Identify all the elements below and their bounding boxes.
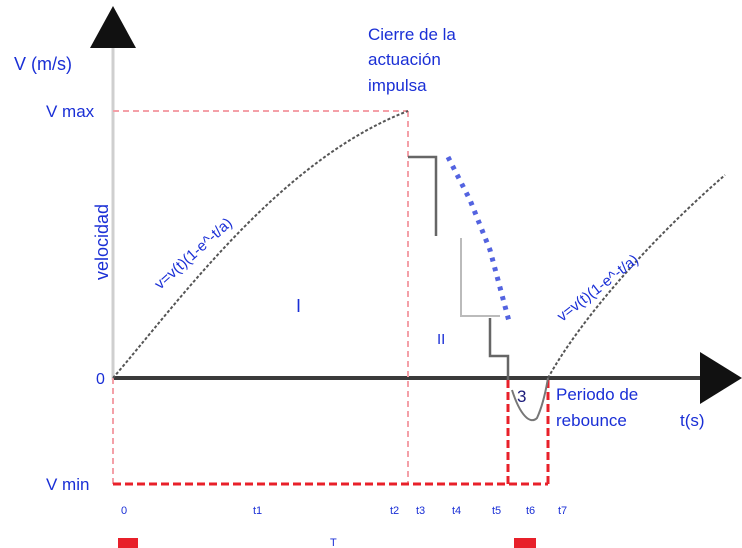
y-axis-label: V (m/s): [14, 54, 72, 74]
y-axis-arrow-icon: [90, 6, 136, 48]
vmax-label: V max: [46, 102, 95, 121]
time-mark-4: t4: [452, 505, 461, 517]
vmin-label: V min: [46, 475, 89, 494]
descending-curve: [445, 155, 513, 326]
bottom-right-red-marker: [514, 538, 536, 548]
impulse-label-line2: actuación: [368, 50, 441, 69]
rising-curve-right: [547, 174, 726, 379]
origin-label: 0: [96, 371, 105, 388]
velocity-side-label: velocidad: [92, 204, 112, 280]
time-mark-6: t6: [526, 505, 535, 517]
region-2-label: II: [437, 331, 445, 348]
time-mark-5: t5: [492, 505, 501, 517]
bottom-left-red-marker: [118, 538, 138, 548]
rebound-dip-curve: [511, 377, 549, 422]
descent-step-1: [408, 155, 438, 236]
region-3-label: 3: [517, 387, 526, 406]
region-1-label: I: [296, 296, 301, 316]
x-axis-label: t(s): [680, 411, 705, 430]
period-label-line1: Periodo de: [556, 385, 638, 404]
descent-step-3: [488, 318, 510, 380]
impulse-label-line1: Cierre de la: [368, 25, 456, 44]
x-axis-arrow-icon: [700, 352, 742, 404]
time-mark-3: t3: [416, 505, 425, 517]
period-label-line2: rebounce: [556, 411, 627, 430]
time-mark-7: t7: [558, 505, 567, 517]
time-mark-0: 0: [121, 505, 127, 517]
right-curve-equation: v=v(t)(1-e^-t/a): [554, 251, 642, 325]
time-mark-2: t2: [390, 505, 399, 517]
rising-curve-left: [112, 110, 409, 379]
descent-step-2: [460, 238, 500, 317]
time-mark-1: t1: [253, 505, 262, 517]
bottom-mid-label: T: [330, 537, 337, 548]
impulse-label-line3: impulsa: [368, 76, 427, 95]
